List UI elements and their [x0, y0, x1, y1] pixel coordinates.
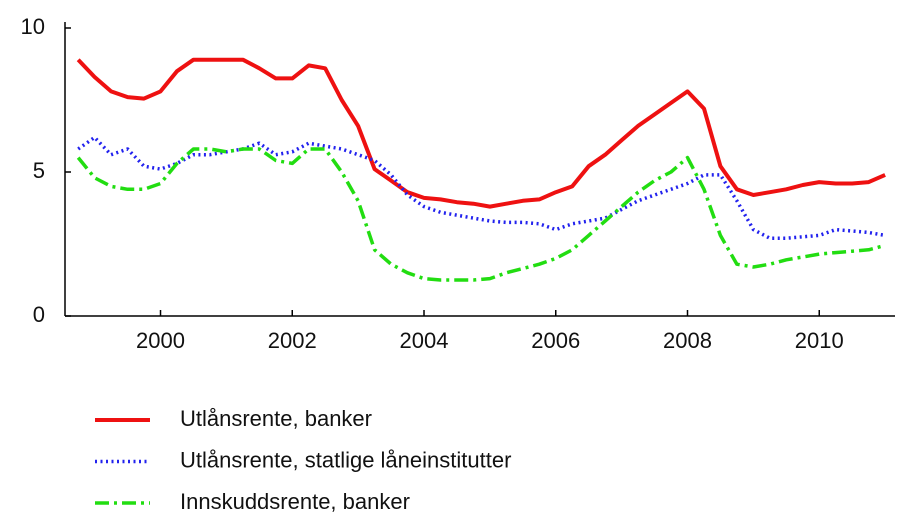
x-tick-label: 2006 [531, 328, 580, 353]
x-tick-label: 2000 [136, 328, 185, 353]
series-line [76, 147, 886, 282]
series-line [77, 135, 886, 240]
legend-label: Innskuddsrente, banker [180, 489, 410, 514]
y-tick-label: 0 [33, 302, 45, 327]
series-line [76, 57, 886, 209]
y-tick-label: 10 [21, 14, 45, 39]
x-tick-label: 2010 [795, 328, 844, 353]
x-tick-label: 2008 [663, 328, 712, 353]
y-tick-label: 5 [33, 158, 45, 183]
legend-label: Utlånsrente, statlige låneinstitutter [180, 447, 511, 472]
x-tick-label: 2004 [400, 328, 449, 353]
legend-label: Utlånsrente, banker [180, 406, 372, 431]
x-tick-label: 2002 [268, 328, 317, 353]
